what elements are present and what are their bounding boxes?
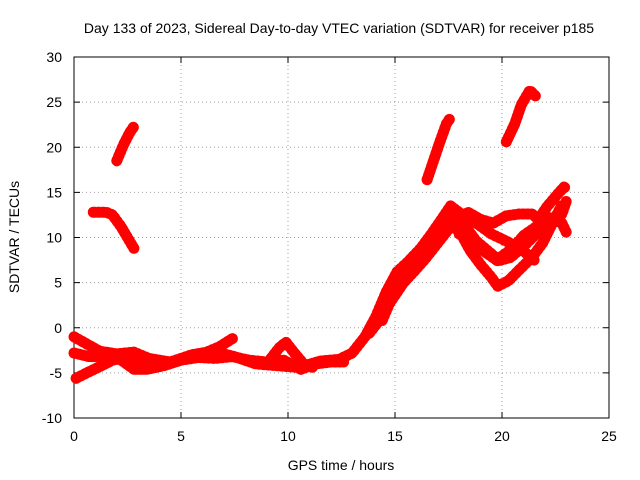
y-tick-label: 10 <box>46 230 62 246</box>
y-tick-label: 25 <box>46 94 62 110</box>
series-arc-3-markers <box>421 112 457 186</box>
y-tick-label: 30 <box>46 49 62 65</box>
y-tick-label: 0 <box>54 320 62 336</box>
x-tick-label: 5 <box>177 428 185 444</box>
series-arc-12-markers <box>453 195 572 267</box>
series-arc-11-markers <box>451 181 572 229</box>
series-arc-1-markers <box>111 121 140 167</box>
y-tick-label: 20 <box>46 139 62 155</box>
y-tick-label: -5 <box>50 365 63 381</box>
axis-ticks: 0 5 10 15 20 25 -10 -5 0 5 10 15 20 25 30 <box>42 49 617 444</box>
y-tick-label: -10 <box>42 410 62 426</box>
x-tick-label: 25 <box>601 428 617 444</box>
series-arc-4-markers <box>500 84 542 148</box>
series-arc-8-markers <box>265 336 320 373</box>
y-tick-label: 15 <box>46 184 62 200</box>
x-tick-label: 15 <box>387 428 403 444</box>
y-axis-label: SDTVAR / TECUs <box>6 181 22 293</box>
x-tick-label: 20 <box>494 428 510 444</box>
y-tick-label: 5 <box>54 275 62 291</box>
x-tick-label: 10 <box>280 428 296 444</box>
x-axis-label: GPS time / hours <box>288 457 395 473</box>
chart-title: Day 133 of 2023, Sidereal Day-to-day VTE… <box>84 20 594 36</box>
series-arc-2-markers <box>87 206 140 254</box>
x-tick-label: 0 <box>70 428 78 444</box>
data-series <box>68 84 572 384</box>
